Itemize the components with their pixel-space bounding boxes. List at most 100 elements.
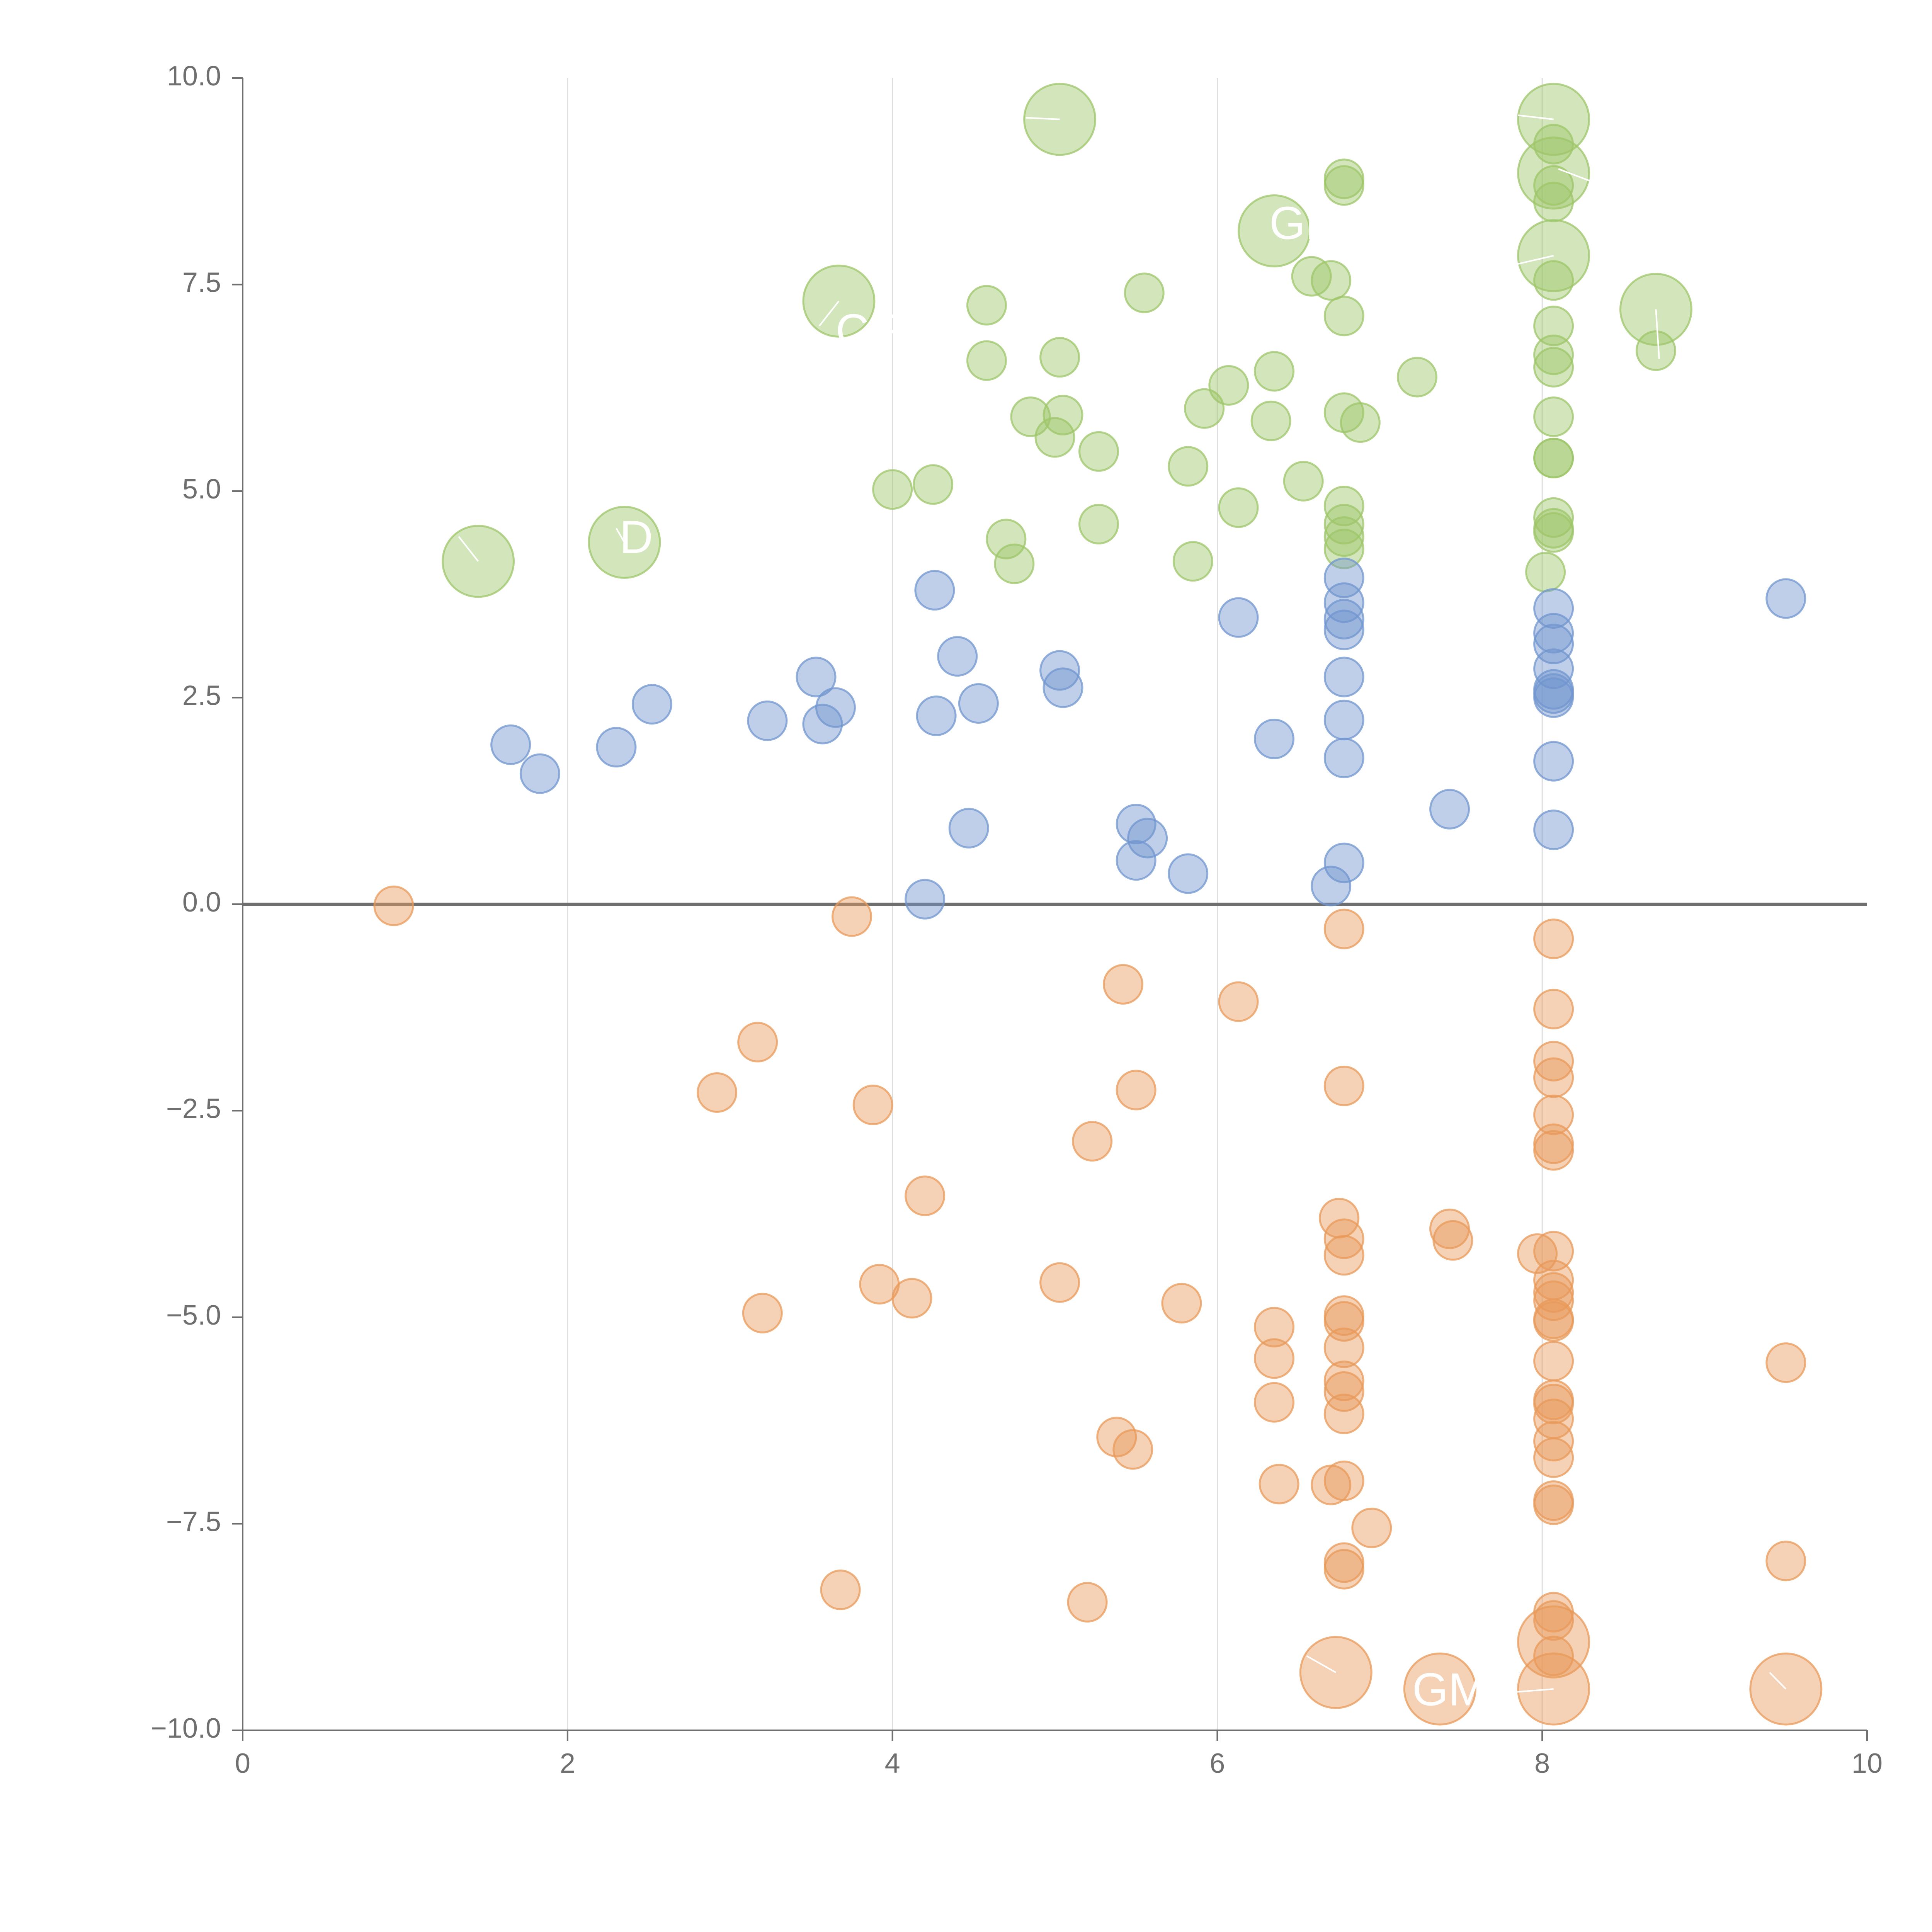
point-orange	[905, 1175, 946, 1216]
point-orange	[1533, 1484, 1574, 1525]
point-orange	[737, 1022, 778, 1063]
point-orange	[1311, 1464, 1352, 1505]
y-tick-label: 5.0	[182, 474, 221, 505]
point-green	[1533, 508, 1574, 549]
label-leader-line	[1306, 1655, 1337, 1673]
point-green	[1078, 504, 1119, 545]
point-blue	[1533, 588, 1574, 629]
point-orange	[1072, 1121, 1113, 1162]
point-orange	[1112, 1429, 1153, 1470]
point-blue	[1039, 650, 1080, 691]
point-orange	[1432, 1220, 1473, 1261]
x-tick-label: 10	[1852, 1748, 1883, 1779]
point-blue	[596, 727, 637, 768]
point-green	[1340, 402, 1381, 443]
point-orange	[1067, 1582, 1108, 1623]
point-orange	[1218, 981, 1259, 1022]
point-orange	[1533, 1231, 1574, 1272]
point-blue	[1533, 624, 1574, 665]
point-blue	[905, 879, 946, 920]
point-green	[1039, 337, 1080, 378]
point-blue	[1765, 578, 1806, 619]
point-green	[1533, 165, 1574, 206]
point-blue	[802, 704, 843, 745]
point-blue	[1127, 818, 1168, 859]
y-tick-label: 10.0	[167, 61, 221, 92]
point-green	[986, 519, 1027, 560]
point-orange	[742, 1293, 783, 1333]
point-orange	[1161, 1283, 1202, 1324]
point-green	[966, 340, 1007, 381]
point-orange	[1533, 1057, 1574, 1098]
point-orange	[1533, 1383, 1574, 1424]
point-orange	[1517, 1605, 1590, 1679]
point-green	[1311, 260, 1352, 301]
point-blue	[519, 753, 560, 794]
point-green	[994, 543, 1035, 584]
x-tick-label: 4	[885, 1748, 900, 1779]
point-green	[1323, 516, 1364, 557]
point-orange	[1533, 918, 1574, 959]
point-orange	[1323, 1235, 1364, 1276]
leader-layer	[458, 114, 1787, 1694]
point-green	[1323, 529, 1364, 570]
label-leader-line	[1558, 168, 1592, 182]
point-green	[1533, 334, 1574, 375]
point-blue	[937, 636, 978, 677]
point-green	[1010, 396, 1051, 437]
point-blue	[1533, 677, 1574, 718]
point-blue	[1323, 557, 1364, 598]
point-blue	[948, 808, 989, 849]
point-orange	[1323, 1327, 1364, 1368]
point-green	[1323, 165, 1364, 206]
point-blue	[1043, 667, 1083, 708]
point-green	[1323, 485, 1364, 526]
y-tick-label: −7.5	[166, 1507, 221, 1537]
point-blue	[1323, 609, 1364, 650]
point-orange	[1533, 1280, 1574, 1321]
point-orange	[1533, 1094, 1574, 1135]
point-orange	[1351, 1507, 1392, 1548]
point-green	[1034, 417, 1075, 458]
point-orange	[1116, 1070, 1156, 1111]
point-blue	[1218, 597, 1259, 638]
point-blue	[1533, 613, 1574, 654]
y-tick-label: −2.5	[166, 1094, 221, 1124]
point-green	[1172, 541, 1213, 582]
point-green	[1533, 305, 1574, 346]
axis-layer: 10.0 7.5 5.0 2.5 0.0 −2.5 −5.0 −7.5 −10.0 0 2 4 6 8 10	[151, 61, 1883, 1779]
point-blue	[796, 656, 837, 697]
point-green	[966, 285, 1007, 326]
point-label: DYC	[619, 511, 717, 563]
point-green	[1124, 272, 1165, 313]
point-orange	[1323, 1393, 1364, 1434]
point-blue	[958, 683, 999, 724]
point-blue	[1533, 648, 1574, 689]
point-orange	[1533, 1041, 1574, 1082]
point-blue	[747, 700, 788, 741]
point-blue	[1323, 656, 1364, 697]
point-blue	[916, 696, 957, 736]
y-tick-label: −5.0	[166, 1300, 221, 1331]
point-orange	[1323, 1065, 1364, 1106]
point-blue	[490, 724, 531, 765]
point-green	[1323, 296, 1364, 337]
point-orange	[697, 1072, 738, 1113]
label-leader-line	[1655, 309, 1660, 359]
point-green	[1078, 431, 1119, 472]
point-orange	[1254, 1307, 1295, 1348]
point-green	[1283, 461, 1324, 502]
point-orange	[1533, 1437, 1574, 1478]
point-orange	[832, 896, 872, 937]
point-orange	[1254, 1382, 1295, 1423]
point-orange	[852, 1085, 893, 1126]
point-blue	[1311, 866, 1352, 906]
point-orange	[1323, 1371, 1364, 1412]
point-orange	[820, 1570, 861, 1611]
point-green	[1250, 400, 1291, 441]
point-blue	[631, 684, 672, 725]
point-orange	[1533, 989, 1574, 1030]
point-green	[1525, 552, 1566, 593]
